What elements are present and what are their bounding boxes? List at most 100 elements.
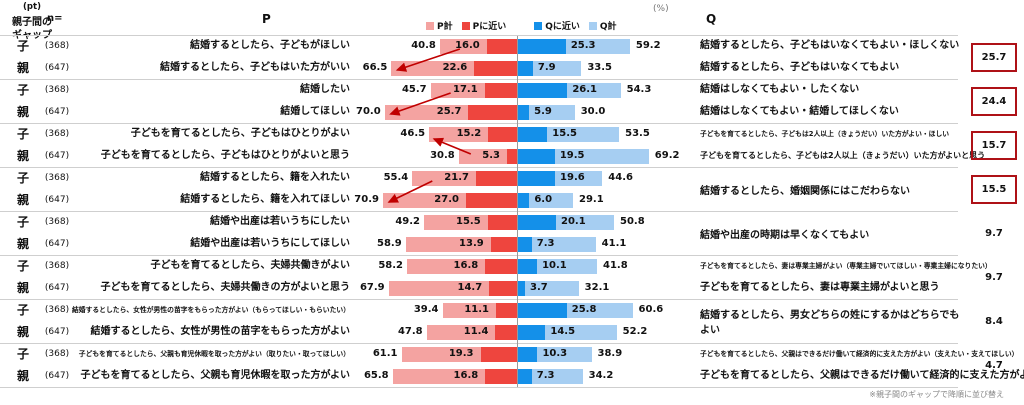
survey-row: 子 (368) 子どもを育てるとしたら、子どもはひとりがよい 46.5 15.2 15.5… bbox=[0, 123, 1024, 145]
bar-q-near bbox=[518, 259, 538, 274]
bar-q-total bbox=[555, 215, 614, 230]
bar-p-near bbox=[495, 325, 517, 340]
value-p-near: 16.8 bbox=[453, 260, 479, 271]
row-separator bbox=[0, 387, 958, 388]
member-label: 子 bbox=[16, 347, 29, 361]
pt-unit-label: (pt) bbox=[23, 2, 41, 12]
pair-group: 子 (368) 子どもを育てるとしたら、父親も育児休暇を取った方がよい（取りたい・取… bbox=[0, 343, 1024, 387]
row-separator bbox=[0, 211, 958, 212]
value-q-near: 7.9 bbox=[537, 62, 556, 73]
bar-q-total bbox=[531, 369, 583, 384]
value-p-near: 21.7 bbox=[444, 172, 469, 183]
value-p-total: 58.9 bbox=[376, 238, 402, 249]
center-axis-line bbox=[517, 36, 518, 387]
legend-item-p-near: Pに近い bbox=[461, 19, 506, 32]
member-label: 親 bbox=[16, 193, 29, 207]
p-statement: 結婚するとしたら、女性が男性の苗字をもらった方がよい（もらってほしい・もらいたい… bbox=[72, 306, 350, 314]
gap-value: 15.5 bbox=[981, 183, 1007, 195]
pair-group: 子 (368) 子どもを育てるとしたら、夫婦共働きがよい 58.2 16.8 10.1 41… bbox=[0, 255, 1024, 299]
value-q-near: 19.5 bbox=[559, 150, 585, 161]
gap-cell: 9.7 bbox=[965, 255, 1023, 299]
p-statement: 子どもを育てるとしたら、父親も育児休暇を取った方がよい（取りたい・取ってほしい） bbox=[78, 350, 350, 358]
p-statement: 結婚や出産は若いうちにしたい bbox=[210, 216, 350, 227]
pair-group: 子 (368) 結婚したい 45.7 17.1 26.1 54.3 結婚はしなくてもよい・した… bbox=[0, 79, 1024, 123]
value-p-near: 22.6 bbox=[442, 62, 468, 73]
bar-q-total bbox=[554, 149, 649, 164]
member-label: 子 bbox=[16, 83, 29, 97]
bar-p-near bbox=[496, 303, 517, 318]
sample-size: (647) bbox=[44, 107, 70, 117]
value-q-total: 59.2 bbox=[635, 40, 661, 51]
survey-row: 親 (647) 結婚するとしたら、女性が男性の苗字をもらった方がよい 47.8 11.4… bbox=[0, 321, 1024, 343]
bar-p-near bbox=[465, 193, 517, 208]
value-q-near: 6.0 bbox=[534, 194, 553, 205]
gap-cell: 8.4 bbox=[965, 299, 1023, 343]
bar-p-near bbox=[474, 61, 517, 76]
survey-row: 子 (368) 結婚したい 45.7 17.1 26.1 54.3 結婚はしなくてもよい・した… bbox=[0, 79, 1024, 101]
value-p-near: 17.1 bbox=[452, 84, 478, 95]
value-q-total: 33.5 bbox=[587, 62, 612, 73]
bar-q-total bbox=[567, 83, 621, 98]
bar-q-total bbox=[529, 193, 573, 208]
bar-q-near bbox=[518, 149, 555, 164]
sample-size: (647) bbox=[44, 327, 70, 337]
bar-p-near bbox=[506, 149, 517, 164]
value-p-near: 11.1 bbox=[464, 304, 490, 315]
bar-p-near bbox=[490, 237, 517, 252]
value-p-total: 40.8 bbox=[411, 40, 436, 51]
survey-row: 子 (368) 結婚や出産は若いうちにしたい 49.2 15.5 20.1 50.8 bbox=[0, 211, 1024, 233]
gap-cell: 9.7 bbox=[965, 211, 1023, 255]
value-q-near: 20.1 bbox=[560, 216, 586, 227]
p-statement: 子どもを育てるとしたら、子どもはひとりがよいと思う bbox=[100, 150, 350, 161]
q-statement: 子どもを育てるとしたら、父親はできるだけ働いて経済的に支えた方がよい（支えたい・… bbox=[700, 350, 1019, 358]
bar-q-near bbox=[518, 303, 567, 318]
bar-p-total bbox=[407, 259, 486, 274]
bar-q-total bbox=[537, 347, 592, 362]
bar-p-near bbox=[485, 369, 517, 384]
sample-size: (647) bbox=[44, 195, 70, 205]
survey-row: 親 (647) 子どもを育てるとしたら、父親も育児休暇を取った方がよい 65.8 16.… bbox=[0, 365, 1024, 387]
pair-group: 子 (368) 結婚するとしたら、女性が男性の苗字をもらった方がよい（もらってほしい… bbox=[0, 299, 1024, 343]
q-statement: 子どもを育てるとしたら、子どもは2人以上（きょうだい）いた方がよい・ほしい bbox=[700, 130, 950, 138]
bar-q-total bbox=[531, 237, 596, 252]
bar-p-total bbox=[401, 347, 481, 362]
value-p-total: 45.7 bbox=[401, 84, 427, 95]
bar-q-near bbox=[518, 39, 566, 54]
gap-highlight-box: 25.7 bbox=[971, 42, 1017, 72]
gap-value: 25.7 bbox=[981, 51, 1007, 63]
bar-p-total bbox=[442, 303, 497, 318]
bar-q-total bbox=[537, 259, 597, 274]
value-q-total: 41.1 bbox=[601, 238, 627, 249]
sample-size: (368) bbox=[44, 41, 70, 51]
value-q-near: 10.3 bbox=[542, 348, 568, 359]
gap-value: 9.7 bbox=[985, 227, 1003, 239]
sample-size: (647) bbox=[44, 63, 70, 73]
sample-size: (368) bbox=[44, 217, 70, 227]
bar-q-total bbox=[547, 127, 620, 142]
q-statement-shared: 結婚するとしたら、婚姻関係にはこだわらない bbox=[700, 185, 910, 197]
survey-row: 子 (368) 結婚するとしたら、女性が男性の苗字をもらった方がよい（もらってほしい… bbox=[0, 299, 1024, 321]
p-near-swatch-icon bbox=[461, 21, 470, 30]
value-q-near: 15.5 bbox=[552, 128, 577, 139]
percent-unit-label: (%) bbox=[653, 4, 669, 14]
member-label: 子 bbox=[16, 171, 29, 185]
p-statement: 結婚するとしたら、子どもはいた方がいい bbox=[160, 62, 350, 73]
bar-p-total bbox=[405, 237, 491, 252]
value-p-total: 30.8 bbox=[430, 150, 455, 161]
q-near-swatch-icon bbox=[534, 21, 543, 30]
bar-p-near bbox=[468, 105, 517, 120]
gap-cell: 25.7 bbox=[965, 35, 1023, 79]
sample-size: (368) bbox=[44, 305, 70, 315]
bar-p-near bbox=[489, 281, 517, 296]
value-q-total: 34.2 bbox=[588, 370, 614, 381]
survey-row: 子 (368) 子どもを育てるとしたら、夫婦共働きがよい 58.2 16.8 10.1 41… bbox=[0, 255, 1024, 277]
sort-note: ※親子間のギャップで降順に並び替え bbox=[869, 390, 1004, 399]
bar-p-near bbox=[487, 215, 517, 230]
bar-q-total bbox=[565, 39, 630, 54]
sample-size: (368) bbox=[44, 173, 70, 183]
row-separator bbox=[0, 167, 958, 168]
pair-group: 子 (368) 結婚や出産は若いうちにしたい 49.2 15.5 20.1 50.8 親 (64… bbox=[0, 211, 1024, 255]
value-q-total: 69.2 bbox=[654, 150, 680, 161]
q-statement: 子どもを育てるとしたら、子どもは2人以上（きょうだい）いた方がよいと思う bbox=[700, 151, 986, 160]
